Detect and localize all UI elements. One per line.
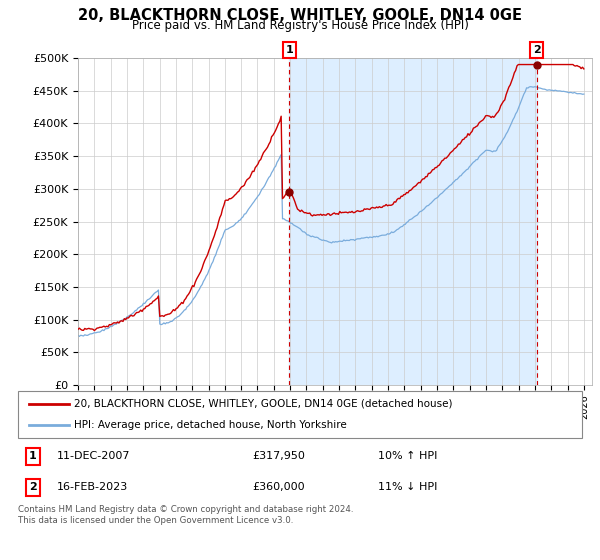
Text: 1: 1 bbox=[29, 451, 37, 461]
Text: 11-DEC-2007: 11-DEC-2007 bbox=[57, 451, 131, 461]
Text: 2: 2 bbox=[29, 482, 37, 492]
Text: 20, BLACKTHORN CLOSE, WHITLEY, GOOLE, DN14 0GE: 20, BLACKTHORN CLOSE, WHITLEY, GOOLE, DN… bbox=[78, 8, 522, 24]
Text: 2: 2 bbox=[533, 45, 541, 55]
Text: £360,000: £360,000 bbox=[252, 482, 305, 492]
FancyBboxPatch shape bbox=[18, 391, 582, 438]
Text: Contains HM Land Registry data © Crown copyright and database right 2024.
This d: Contains HM Land Registry data © Crown c… bbox=[18, 506, 353, 525]
Text: 20, BLACKTHORN CLOSE, WHITLEY, GOOLE, DN14 0GE (detached house): 20, BLACKTHORN CLOSE, WHITLEY, GOOLE, DN… bbox=[74, 399, 453, 409]
Text: 1: 1 bbox=[286, 45, 293, 55]
Text: HPI: Average price, detached house, North Yorkshire: HPI: Average price, detached house, Nort… bbox=[74, 420, 347, 430]
Text: £317,950: £317,950 bbox=[252, 451, 305, 461]
Text: Price paid vs. HM Land Registry's House Price Index (HPI): Price paid vs. HM Land Registry's House … bbox=[131, 19, 469, 32]
Text: 16-FEB-2023: 16-FEB-2023 bbox=[57, 482, 128, 492]
Bar bbox=[289, 58, 537, 385]
Text: 11% ↓ HPI: 11% ↓ HPI bbox=[378, 482, 437, 492]
Text: 10% ↑ HPI: 10% ↑ HPI bbox=[378, 451, 437, 461]
